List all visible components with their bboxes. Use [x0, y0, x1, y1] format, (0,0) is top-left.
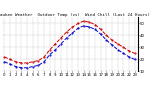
Title: Milwaukee Weather  Outdoor Temp (vs)  Wind Chill (Last 24 Hours): Milwaukee Weather Outdoor Temp (vs) Wind…	[0, 13, 150, 17]
